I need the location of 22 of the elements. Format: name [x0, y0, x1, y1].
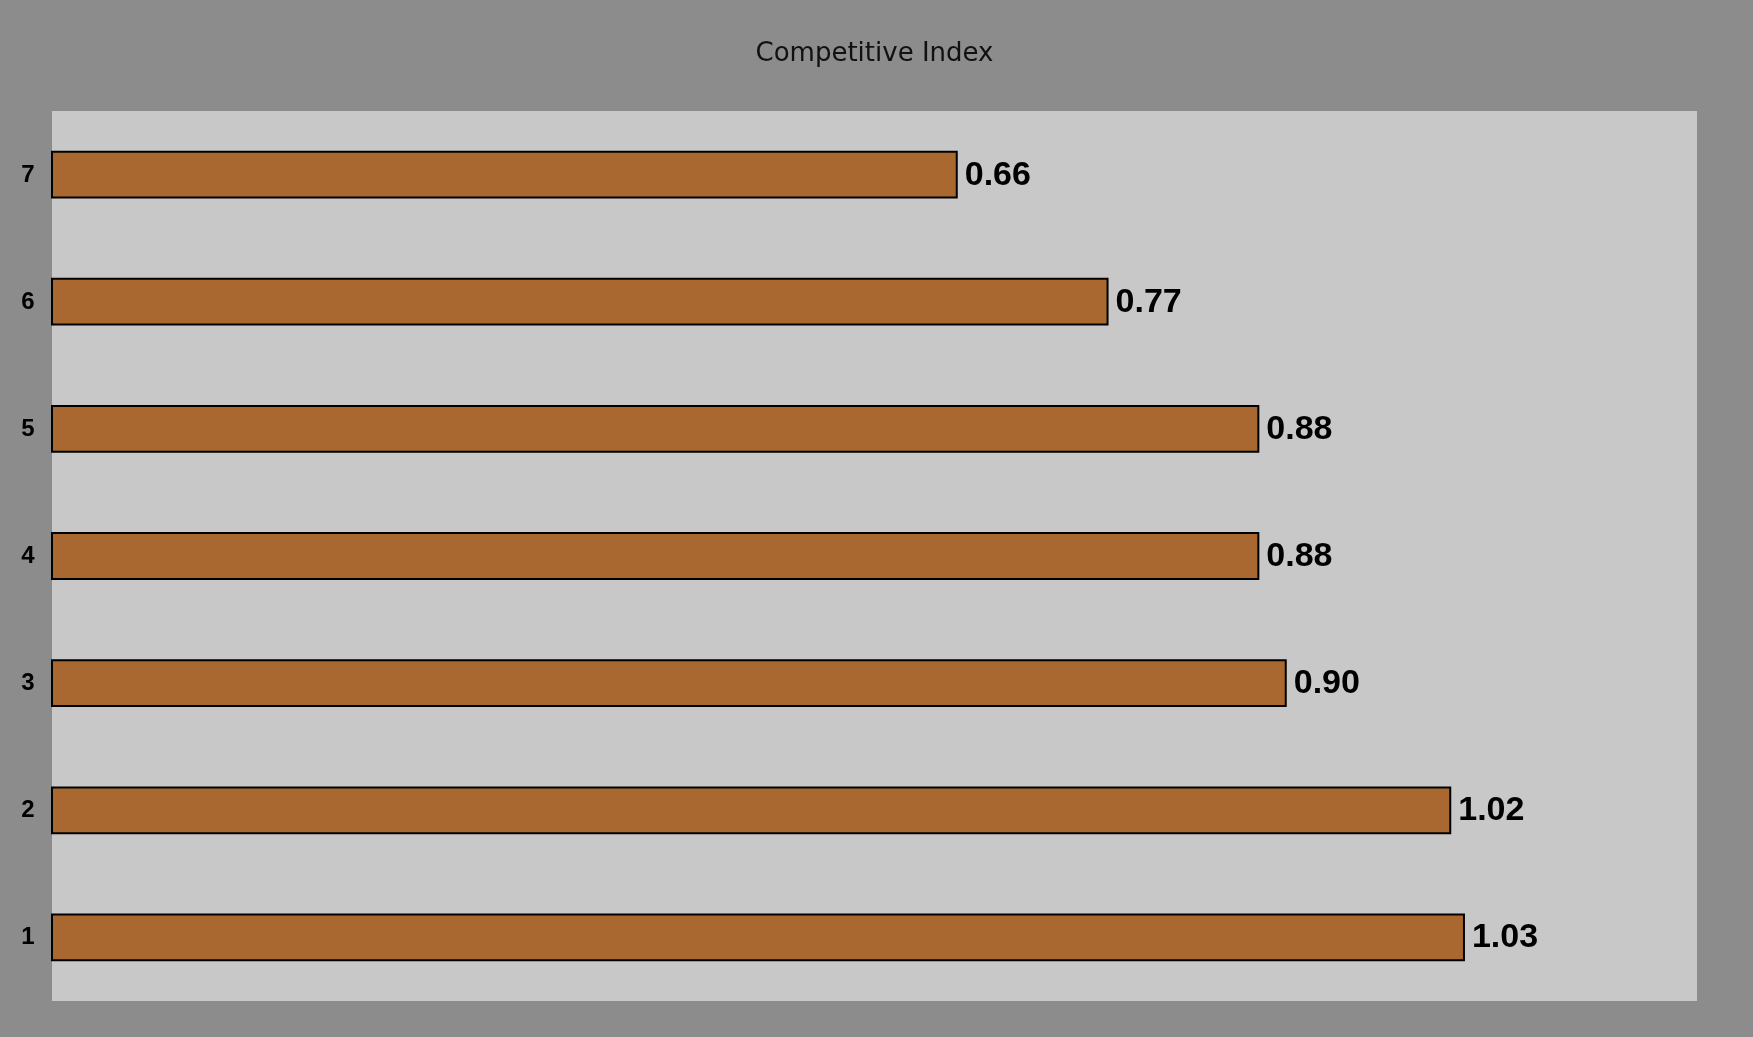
y-tick-label: 5	[21, 413, 35, 441]
bar	[51, 659, 1287, 708]
y-tick-label: 6	[21, 286, 35, 314]
data-label: 0.88	[1266, 535, 1333, 573]
y-tick-label: 7	[21, 159, 35, 187]
data-label: 1.02	[1458, 789, 1525, 828]
data-label: 0.90	[1293, 662, 1360, 701]
data-label: 0.66	[964, 153, 1031, 192]
data-label: 1.03	[1471, 916, 1539, 955]
y-tick-label: 2	[21, 795, 35, 823]
y-tick-label: 3	[21, 668, 35, 696]
bar	[51, 404, 1260, 453]
data-label: 0.77	[1115, 280, 1182, 319]
bar	[51, 913, 1465, 962]
bar	[51, 150, 958, 199]
bar	[51, 786, 1452, 835]
bar	[51, 532, 1260, 580]
y-tick-label: 1	[21, 922, 35, 950]
y-tick-label: 4	[21, 541, 36, 568]
data-label: 0.88	[1266, 407, 1333, 446]
bar	[51, 277, 1109, 326]
chart-title: Competitive Index	[755, 37, 994, 67]
